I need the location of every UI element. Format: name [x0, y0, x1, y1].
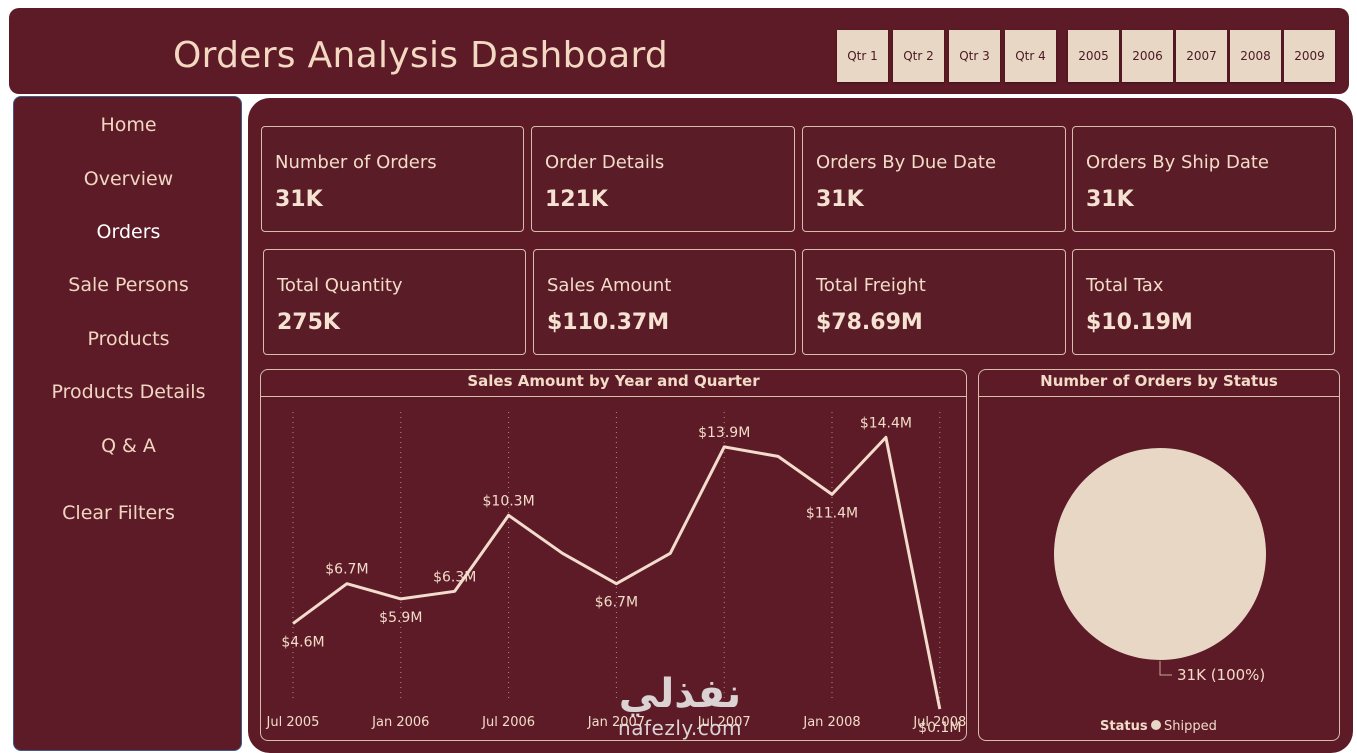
- nav-products-details[interactable]: Products Details: [51, 381, 206, 403]
- x-tick-label: Jul 2007: [697, 715, 751, 730]
- data-label: $13.9M: [698, 425, 750, 441]
- quarter-slicer-q4[interactable]: Qtr 4: [1005, 30, 1056, 82]
- chart-title: Sales Amount by Year and Quarter: [261, 370, 966, 397]
- main-panel: Number of Orders 31K Order Details 121K …: [248, 98, 1353, 753]
- sales-series-line: [292, 435, 942, 710]
- quarter-slicer-q1[interactable]: Qtr 1: [837, 30, 888, 82]
- kpi-card-total-quantity: Total Quantity 275K: [263, 249, 526, 355]
- x-tick-label: Jul 2006: [481, 715, 535, 730]
- sales-line-chart-panel: Sales Amount by Year and Quarter $4.6M $6…: [260, 369, 967, 741]
- kpi-label: Orders By Due Date: [816, 152, 997, 173]
- watermark-arabic-text: نفذلي: [618, 671, 742, 717]
- x-tick-label: Jul 2008: [912, 715, 966, 730]
- nafezly-watermark: نفذلي nafezly.com: [590, 672, 770, 752]
- nav-sale-persons[interactable]: Sale Persons: [68, 274, 189, 296]
- kpi-value: 275K: [277, 310, 340, 335]
- kpi-label: Order Details: [545, 152, 665, 173]
- year-slicer-2008[interactable]: 2008: [1230, 30, 1281, 82]
- kpi-card-total-freight: Total Freight $78.69M: [802, 249, 1066, 355]
- kpi-label: Orders By Ship Date: [1086, 152, 1269, 173]
- data-label: $6.3M: [433, 569, 476, 585]
- data-label: $4.6M: [281, 635, 324, 651]
- orders-status-pie-panel: Number of Orders by Status 31K (100%) Sta…: [978, 369, 1340, 741]
- data-label: $0.1M: [918, 720, 961, 736]
- data-label: $11.4M: [806, 505, 858, 521]
- kpi-value: 121K: [545, 187, 608, 212]
- sales-line-chart[interactable]: $4.6M $6.7M $5.9M $6.3M $10.3M $6.7M $13.9M $11…: [261, 396, 966, 740]
- year-slicer-2007[interactable]: 2007: [1176, 30, 1227, 82]
- data-label: $6.7M: [325, 562, 368, 578]
- x-tick-label: Jul 2005: [266, 715, 320, 730]
- nav-home[interactable]: Home: [100, 114, 157, 136]
- pie-data-label: 31K (100%): [1177, 666, 1265, 684]
- kpi-value: $110.37M: [547, 310, 670, 335]
- kpi-card-orders-by-due-date: Orders By Due Date 31K: [802, 126, 1066, 232]
- kpi-card-orders-by-ship-date: Orders By Ship Date 31K: [1072, 126, 1336, 232]
- page-title: Orders Analysis Dashboard: [173, 35, 669, 76]
- x-tick-label: Jan 2008: [802, 715, 860, 730]
- data-label: $10.3M: [483, 493, 535, 509]
- x-tick-label: Jan 2007: [587, 715, 645, 730]
- x-tick-label: Jan 2006: [371, 715, 429, 730]
- quarter-slicer-q3[interactable]: Qtr 3: [949, 30, 1000, 82]
- pie-slice-shipped: [1054, 448, 1266, 660]
- year-slicer-2009[interactable]: 2009: [1284, 30, 1335, 82]
- quarter-slicer-q2[interactable]: Qtr 2: [893, 30, 944, 82]
- kpi-value: 31K: [275, 187, 323, 212]
- clear-filters-button[interactable]: Clear Filters: [62, 502, 175, 524]
- kpi-card-order-details: Order Details 121K: [531, 126, 795, 232]
- nav-overview[interactable]: Overview: [83, 168, 174, 190]
- kpi-value: 31K: [1086, 187, 1134, 212]
- leader-line: [1159, 661, 1172, 676]
- orders-status-pie-chart[interactable]: 31K (100%) Status Shipped: [979, 396, 1339, 740]
- legend-marker: [1151, 720, 1161, 730]
- kpi-label: Number of Orders: [275, 152, 437, 173]
- nav-orders[interactable]: Orders: [96, 221, 161, 243]
- data-label: $5.9M: [379, 610, 422, 626]
- sidebar-nav: Home Overview Orders Sale Persons Produc…: [13, 96, 242, 751]
- chart-title: Number of Orders by Status: [979, 370, 1339, 397]
- watermark-latin-text: nafezly.com: [618, 716, 742, 740]
- data-label: $14.4M: [860, 415, 912, 431]
- kpi-label: Total Quantity: [277, 275, 403, 296]
- legend-item: Shipped: [1164, 719, 1217, 734]
- kpi-card-total-tax: Total Tax $10.19M: [1072, 249, 1335, 355]
- kpi-label: Sales Amount: [547, 275, 672, 296]
- legend-title: Status: [1100, 719, 1148, 734]
- kpi-value: $78.69M: [816, 310, 923, 335]
- header-bar: Orders Analysis Dashboard Qtr 1 Qtr 2 Qt…: [9, 8, 1349, 94]
- data-label: $6.7M: [595, 595, 638, 611]
- kpi-card-sales-amount: Sales Amount $110.37M: [533, 249, 796, 355]
- kpi-label: Total Freight: [816, 275, 926, 296]
- year-slicer-2005[interactable]: 2005: [1068, 30, 1119, 82]
- kpi-label: Total Tax: [1086, 275, 1164, 296]
- kpi-value: 31K: [816, 187, 864, 212]
- year-slicer-2006[interactable]: 2006: [1122, 30, 1173, 82]
- kpi-value: $10.19M: [1086, 310, 1193, 335]
- nav-products[interactable]: Products: [87, 328, 170, 350]
- kpi-card-number-of-orders: Number of Orders 31K: [261, 126, 524, 232]
- nav-q-and-a[interactable]: Q & A: [101, 435, 156, 457]
